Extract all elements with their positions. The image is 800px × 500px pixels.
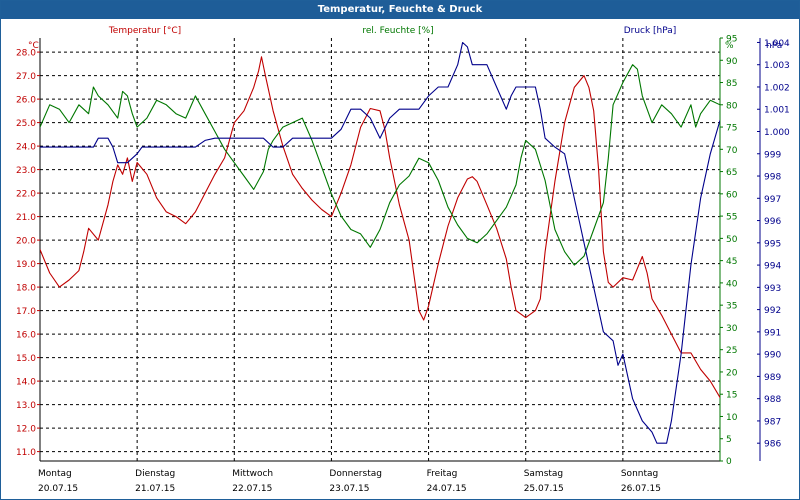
x-tick-label-day: Samstag — [524, 469, 563, 479]
x-tick-label-date: 26.07.15 — [621, 484, 661, 494]
x-tick-label-date: 21.07.15 — [135, 484, 175, 494]
pressure-tick-label: 996 — [764, 217, 781, 227]
temperature-legend-label: Temperatur [°C] — [108, 26, 181, 36]
x-tick-label-date: 20.07.15 — [38, 484, 78, 494]
temperature-tick-label: 20.0 — [16, 237, 36, 247]
temperature-tick-label: 27.0 — [16, 72, 36, 82]
temperature-tick-label: 15.0 — [16, 354, 36, 364]
temperature-unit-label: °C — [28, 41, 39, 51]
temperature-tick-label: 24.0 — [16, 143, 36, 153]
humidity-tick-label: 60 — [726, 190, 738, 200]
humidity-tick-label: 20 — [726, 368, 738, 378]
x-tick-label-day: Mittwoch — [232, 469, 273, 479]
temperature-tick-label: 14.0 — [16, 378, 36, 388]
humidity-tick-label: 80 — [726, 101, 738, 111]
humidity-tick-label: 70 — [726, 146, 738, 156]
pressure-tick-label: 999 — [764, 150, 781, 160]
humidity-tick-label: 95 — [726, 35, 737, 45]
temperature-tick-label: 26.0 — [16, 96, 36, 106]
x-tick-label-day: Freitag — [427, 469, 458, 479]
temperature-tick-label: 18.0 — [16, 284, 36, 294]
pressure-tick-label: 1.003 — [764, 61, 790, 71]
pressure-unit-label: hPa — [766, 41, 782, 51]
humidity-tick-label: 65 — [726, 168, 737, 178]
humidity-tick-label: 55 — [726, 213, 737, 223]
temperature-tick-label: 12.0 — [16, 425, 36, 435]
pressure-tick-label: 993 — [764, 284, 781, 294]
humidity-legend-label: rel. Feuchte [%] — [362, 26, 433, 36]
humidity-tick-label: 10 — [726, 413, 738, 423]
pressure-tick-label: 988 — [764, 395, 781, 405]
pressure-tick-label: 992 — [764, 306, 781, 316]
temperature-tick-label: 25.0 — [16, 119, 36, 129]
humidity-tick-label: 0 — [726, 457, 732, 467]
pressure-tick-label: 998 — [764, 173, 781, 183]
x-tick-label-day: Montag — [38, 469, 72, 479]
temperature-series-line — [40, 56, 720, 399]
humidity-tick-label: 15 — [726, 391, 737, 401]
humidity-unit-label: % — [725, 41, 734, 51]
pressure-tick-label: 997 — [764, 195, 781, 205]
humidity-tick-label: 35 — [726, 302, 737, 312]
pressure-tick-label: 995 — [764, 239, 781, 249]
temperature-tick-label: 22.0 — [16, 190, 36, 200]
pressure-legend-label: Druck [hPa] — [624, 26, 677, 36]
pressure-tick-label: 994 — [764, 262, 781, 272]
temperature-tick-label: 21.0 — [16, 213, 36, 223]
x-tick-label-date: 23.07.15 — [329, 484, 369, 494]
pressure-tick-label: 1.000 — [764, 128, 790, 138]
humidity-tick-label: 90 — [726, 57, 738, 67]
chart-title: Temperatur, Feuchte & Druck — [1, 1, 799, 19]
temperature-tick-label: 19.0 — [16, 260, 36, 270]
humidity-tick-label: 40 — [726, 279, 738, 289]
temperature-tick-label: 13.0 — [16, 401, 36, 411]
pressure-tick-label: 1.004 — [764, 39, 790, 49]
humidity-tick-label: 50 — [726, 235, 738, 245]
pressure-tick-label: 991 — [764, 328, 781, 338]
pressure-tick-label: 989 — [764, 373, 781, 383]
pressure-tick-label: 1.002 — [764, 83, 790, 93]
pressure-series-line — [40, 41, 720, 444]
pressure-tick-label: 1.001 — [764, 106, 790, 116]
temperature-tick-label: 11.0 — [16, 448, 36, 458]
humidity-tick-label: 85 — [726, 79, 737, 89]
x-tick-label-day: Donnerstag — [329, 469, 382, 479]
humidity-tick-label: 45 — [726, 257, 737, 267]
humidity-tick-label: 5 — [726, 435, 732, 445]
humidity-tick-label: 30 — [726, 324, 738, 334]
x-tick-label-date: 22.07.15 — [232, 484, 272, 494]
temperature-tick-label: 23.0 — [16, 166, 36, 176]
humidity-tick-label: 25 — [726, 346, 737, 356]
x-tick-label-day: Dienstag — [135, 469, 175, 479]
humidity-tick-label: 75 — [726, 124, 737, 134]
x-tick-label-day: Sonntag — [621, 469, 658, 479]
x-tick-label-date: 25.07.15 — [524, 484, 564, 494]
pressure-tick-label: 986 — [764, 440, 781, 450]
humidity-series-line — [40, 64, 720, 266]
temperature-tick-label: 28.0 — [16, 49, 36, 59]
pressure-tick-label: 987 — [764, 417, 781, 427]
temperature-tick-label: 16.0 — [16, 331, 36, 341]
pressure-tick-label: 990 — [764, 351, 781, 361]
x-tick-label-date: 24.07.15 — [427, 484, 467, 494]
temperature-tick-label: 17.0 — [16, 307, 36, 317]
